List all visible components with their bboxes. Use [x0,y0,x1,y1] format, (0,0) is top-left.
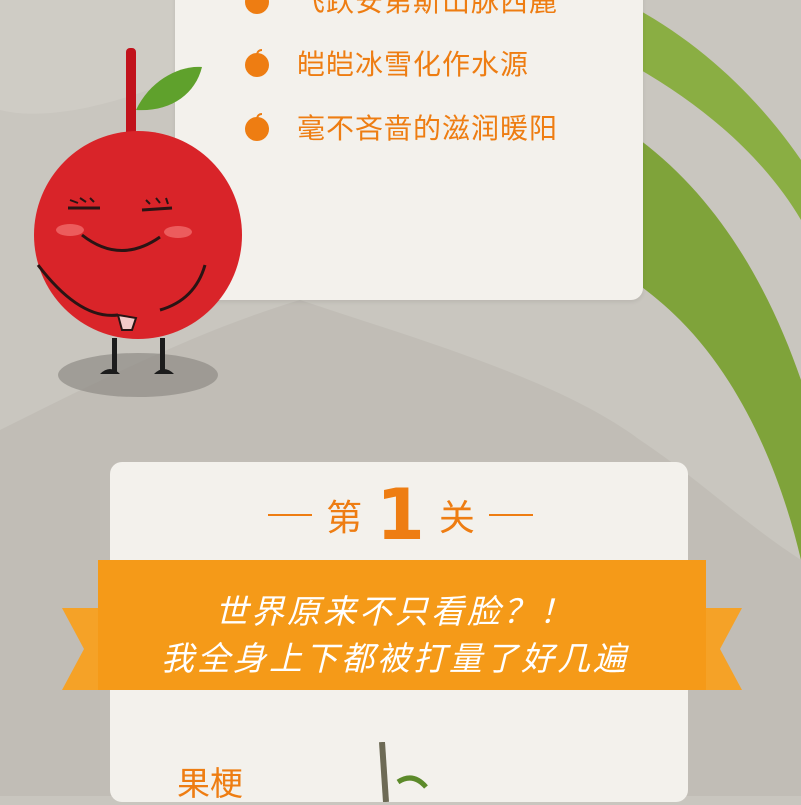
level-title: 第 1 关 [0,480,801,550]
mascot-shadow [58,353,218,397]
divider-right [488,514,533,516]
cherry-mascot-illustration [34,48,242,397]
banner-line-2: 我全身上下都被打量了好几遍 [161,639,629,678]
divider-left [268,514,313,516]
intro-card: 飞跃安第斯山脉西麓 皑皑冰雪化作水源 毫不吝啬的滋润暖阳 [175,0,643,300]
level-number: 1 [376,474,425,556]
bullet-item: 飞跃安第斯山脉西麓 [243,0,558,20]
bullet-text: 皑皑冰雪化作水源 [297,48,530,81]
orange-icon [245,0,269,14]
orange-icon [245,113,269,141]
bullet-item: 皑皑冰雪化作水源 [243,43,529,83]
section-label: 果梗 [177,764,243,803]
cherry-stem [126,48,136,143]
level-suffix: 关 [438,498,475,539]
level-prefix: 第 [326,498,363,539]
bullet-text: 飞跃安第斯山脉西麓 [297,0,559,18]
bullet-text: 毫不吝啬的滋润暖阳 [297,112,559,145]
green-swoosh-upper [520,0,801,220]
orange-icon [245,49,269,77]
bullet-item: 毫不吝啬的滋润暖阳 [243,107,558,147]
cherry-body [34,131,242,339]
banner-line-1: 世界原来不只看脸？！ [215,592,575,631]
ribbon-banner [62,560,742,690]
leaf-icon [136,66,202,111]
stem-photo [379,742,428,802]
